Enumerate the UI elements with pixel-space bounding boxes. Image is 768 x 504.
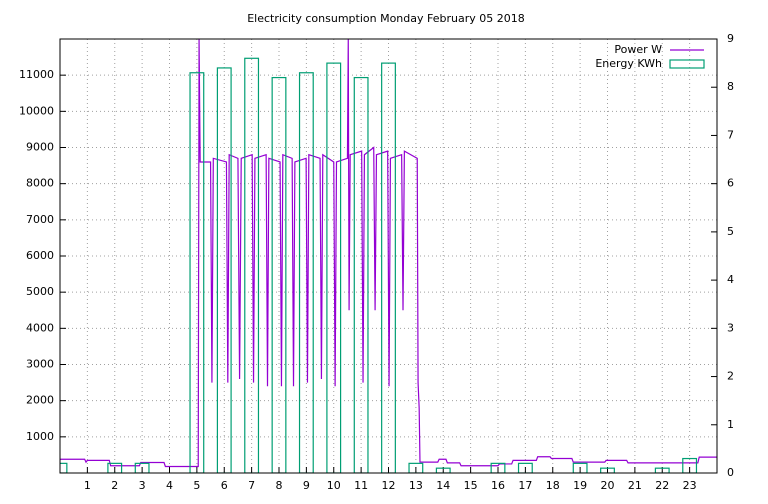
- y2-tick-label: 3: [727, 321, 734, 334]
- x-tick-label: 5: [193, 479, 200, 492]
- energy-box: [490, 462, 506, 473]
- plot-area: [60, 39, 717, 473]
- energy-box: [107, 462, 123, 473]
- power-line: [60, 39, 717, 468]
- x-tick-label: 2: [111, 479, 118, 492]
- energy-box: [189, 72, 205, 473]
- y-tick-label: 1000: [26, 430, 54, 443]
- energy-box: [134, 462, 150, 473]
- x-tick-label: 17: [518, 479, 532, 492]
- x-tick-label: 13: [409, 479, 423, 492]
- x-tick-label: 7: [248, 479, 255, 492]
- energy-box: [298, 72, 314, 473]
- y-tick-label: 2000: [26, 394, 54, 407]
- x-tick-label: 12: [382, 479, 396, 492]
- y2-tick-label: 1: [727, 418, 734, 431]
- legend-label: Power W: [614, 43, 662, 56]
- y2-tick-label: 7: [727, 128, 734, 141]
- x-tick-label: 14: [436, 479, 450, 492]
- y2-tick-label: 2: [727, 370, 734, 383]
- y2-tick-label: 4: [727, 273, 734, 286]
- y-tick-label: 7000: [26, 213, 54, 226]
- energy-box: [517, 462, 533, 473]
- energy-box: [216, 67, 232, 473]
- energy-box: [60, 462, 68, 473]
- x-tick-label: 4: [166, 479, 173, 492]
- legend-label: Energy KWh: [595, 57, 662, 70]
- y-tick-label: 8000: [26, 177, 54, 190]
- x-tick-label: 18: [546, 479, 560, 492]
- energy-box: [244, 57, 260, 473]
- x-tick-label: 11: [354, 479, 368, 492]
- y-tick-label: 5000: [26, 285, 54, 298]
- x-tick-label: 22: [655, 479, 669, 492]
- energy-box: [572, 462, 588, 473]
- x-tick-label: 9: [303, 479, 310, 492]
- x-tick-label: 6: [221, 479, 228, 492]
- y2-tick-label: 5: [727, 225, 734, 238]
- x-tick-label: 15: [464, 479, 478, 492]
- x-tick-label: 16: [491, 479, 505, 492]
- x-tick-label: 21: [628, 479, 642, 492]
- x-tick-label: 1: [84, 479, 91, 492]
- y2-tick-label: 9: [727, 32, 734, 45]
- x-tick-label: 8: [276, 479, 283, 492]
- x-tick-label: 10: [327, 479, 341, 492]
- y-tick-label: 4000: [26, 321, 54, 334]
- x-tick-label: 3: [139, 479, 146, 492]
- y2-tick-label: 8: [727, 80, 734, 93]
- y-tick-label: 10000: [19, 104, 54, 117]
- y-tick-label: 9000: [26, 141, 54, 154]
- chart-title: Electricity consumption Monday February …: [247, 12, 525, 25]
- y2-tick-label: 6: [727, 177, 734, 190]
- energy-box: [408, 462, 424, 473]
- y-tick-label: 6000: [26, 249, 54, 262]
- y2-tick-label: 0: [727, 466, 734, 479]
- x-tick-label: 23: [683, 479, 697, 492]
- y-tick-label: 11000: [19, 68, 54, 81]
- legend-swatch: [669, 59, 705, 69]
- y-tick-label: 3000: [26, 358, 54, 371]
- x-tick-label: 20: [601, 479, 615, 492]
- plot-border: [59, 38, 718, 474]
- x-tick-label: 19: [573, 479, 587, 492]
